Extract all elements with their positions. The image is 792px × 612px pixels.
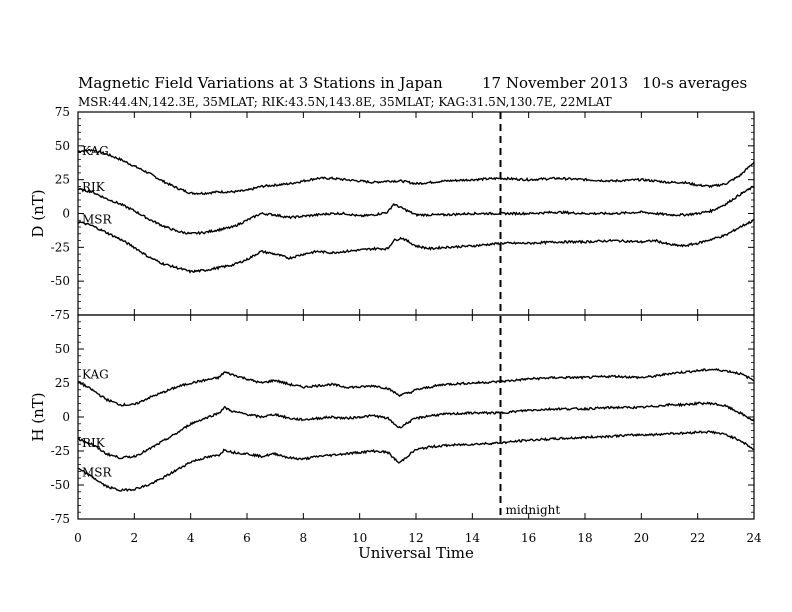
x-tick-label: 18 <box>577 531 592 545</box>
series-line-msr <box>77 218 755 274</box>
x-tick-label: 16 <box>521 531 536 545</box>
chart-averaging: 10-s averages <box>642 74 747 92</box>
x-tick-label: 2 <box>131 531 139 545</box>
y-tick-label: -25 <box>51 240 70 254</box>
x-tick-label: 12 <box>408 531 423 545</box>
y-tick-label: 75 <box>55 105 70 119</box>
chart-subtitle: MSR:44.4N,142.3E, 35MLAT; RIK:43.5N,143.… <box>78 95 612 109</box>
x-tick-label: 4 <box>187 531 195 545</box>
series-label-kag: KAG <box>82 144 109 158</box>
series-label-rik: RIK <box>82 180 106 194</box>
x-tick-label: 22 <box>690 531 705 545</box>
y-tick-label: -25 <box>51 444 70 458</box>
y-tick-label: -50 <box>51 274 70 288</box>
y-tick-label: 50 <box>55 139 70 153</box>
panel-1: -75 -50 -25 0 25 50 75 D (nT) KAG RIK MSR <box>29 105 755 322</box>
series-label-msr: MSR <box>82 213 113 227</box>
series-line-rik <box>77 401 755 460</box>
chart-title: Magnetic Field Variations at 3 Stations … <box>78 74 443 92</box>
y-axis-label: D (nT) <box>29 189 47 237</box>
x-tick-label: 24 <box>746 531 762 545</box>
y-tick-label: -75 <box>51 512 70 526</box>
y-tick-label: 0 <box>62 207 70 221</box>
y-tick-label: 0 <box>62 410 70 424</box>
y-tick-label: 50 <box>55 342 70 356</box>
x-tick-label: 8 <box>300 531 308 545</box>
series-label-rik: RIK <box>82 436 106 450</box>
y-tick-label: 25 <box>55 376 70 390</box>
y-axis-label: H (nT) <box>29 392 47 441</box>
x-axis: 0 2 4 6 8 10 12 14 16 18 20 22 24 <box>74 531 762 545</box>
y-tick-label: -75 <box>51 308 70 322</box>
panel-2: -75 -50 -25 0 25 50 H (nT) KAG RIK MSR <box>29 314 755 526</box>
y-tick-label: 25 <box>55 173 70 187</box>
x-tick-label: 10 <box>352 531 367 545</box>
x-tick-label: 0 <box>74 531 82 545</box>
chart-date: 17 November 2013 <box>482 74 628 92</box>
series-line-kag <box>77 367 755 407</box>
x-axis-label: Universal Time <box>358 544 474 562</box>
series-line-kag <box>77 148 755 196</box>
x-tick-label: 6 <box>243 531 251 545</box>
series-label-kag: KAG <box>82 368 109 382</box>
series-label-msr: MSR <box>82 466 113 480</box>
y-tick-label: -50 <box>51 478 70 492</box>
x-tick-label: 20 <box>634 531 649 545</box>
x-tick-label: 14 <box>465 531 481 545</box>
series-line-msr <box>77 430 755 493</box>
midnight-label: midnight <box>506 503 561 517</box>
panel-frame <box>77 314 755 520</box>
panels: -75 -50 -25 0 25 50 75 D (nT) KAG RIK MSR -75 -50 -25… <box>29 105 755 526</box>
series-line-rik <box>77 185 755 236</box>
